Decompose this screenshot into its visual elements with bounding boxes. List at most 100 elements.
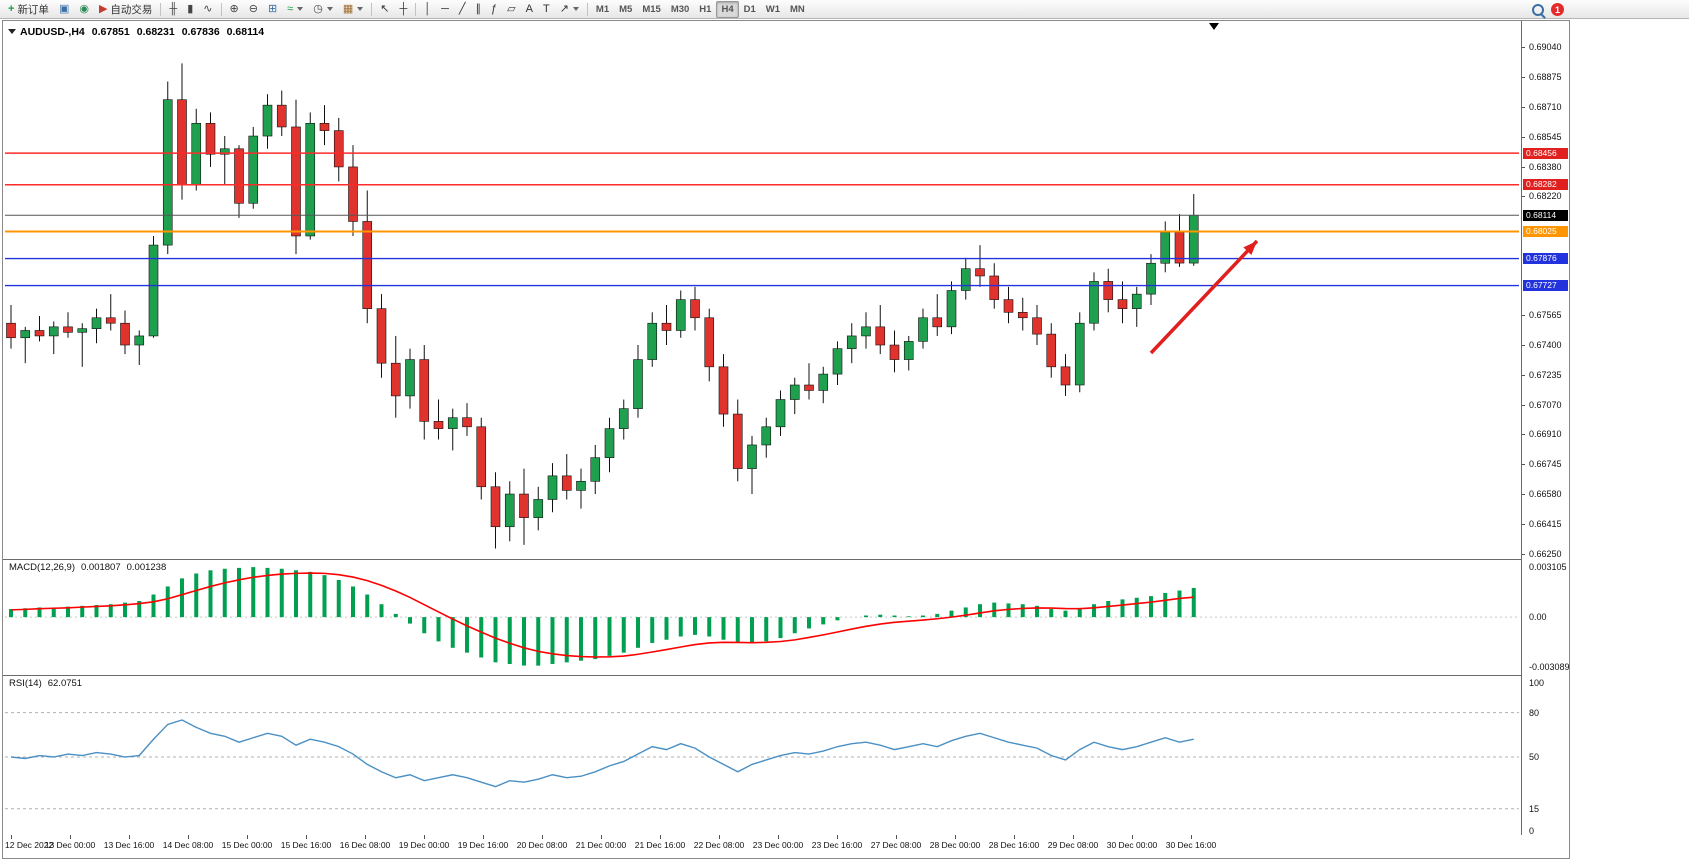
timeframe-m5-button[interactable]: M5 (614, 1, 637, 18)
timeframe-m15-button[interactable]: M15 (637, 1, 665, 18)
cursor-button[interactable]: ↖ (375, 1, 394, 18)
price-axis-label: 0.66910 (1529, 429, 1562, 440)
time-axis[interactable]: 12 Dec 2022 13 Dec 00:00 13 Dec 16:00 14 De… (3, 835, 1569, 857)
macd-indicator-label: MACD(12,26,9) 0.001807 0.001238 (9, 562, 166, 573)
profiles-icon: ◉ (79, 2, 89, 15)
price-axis-tick (1522, 315, 1525, 317)
time-axis-label: 19 Dec 16:00 (457, 840, 509, 850)
chart-canvas[interactable] (3, 21, 1569, 858)
rsi-line (10, 719, 1194, 788)
rsi-value: 62.0751 (47, 678, 83, 689)
templates-button[interactable]: ▦ (338, 1, 368, 18)
low-value: 0.67836 (181, 26, 220, 38)
timeframe-d1-button[interactable]: D1 (739, 1, 761, 18)
channel-icon: ∥ (475, 2, 482, 15)
autotrading-button[interactable]: ▶ 自动交易 (94, 1, 157, 18)
text-button[interactable]: A (521, 1, 538, 18)
bar-chart-mode-button[interactable]: ╫ (164, 1, 182, 18)
timeframe-m1-button[interactable]: M1 (591, 1, 614, 18)
charts-button[interactable]: ▣ (54, 1, 74, 18)
one-click-trading-toggle[interactable] (8, 29, 16, 34)
chevron-down-icon (326, 7, 333, 11)
price-axis-tick (1522, 464, 1525, 466)
shapes-button[interactable]: ▱ (502, 1, 520, 18)
time-axis-tick (896, 835, 897, 839)
arrows-button[interactable]: ↗ (555, 1, 584, 18)
time-axis-label: 28 Dec 16:00 (988, 840, 1040, 850)
trend-arrow[interactable] (1149, 239, 1259, 355)
price-axis-tick (1522, 554, 1525, 555)
indicators-button[interactable]: ≈ (282, 1, 308, 18)
time-axis-label: 20 Dec 08:00 (516, 840, 568, 850)
rsi-axis-label: 100 (1529, 678, 1545, 688)
periods-button[interactable]: ◷ (308, 1, 338, 18)
price-axis-label: 0.66250 (1529, 549, 1562, 559)
macd-main-value: 0.001807 (81, 562, 121, 573)
rsi-pane-divider[interactable] (3, 675, 1569, 676)
time-axis-tick (778, 835, 779, 839)
cursor-arrow-icon: ↖ (380, 2, 390, 15)
timeframe-w1-button[interactable]: W1 (761, 1, 785, 18)
profiles-button[interactable]: ◉ (74, 1, 94, 18)
zoom-in-button[interactable]: ⊕ (225, 1, 244, 18)
price-axis-tick (1522, 166, 1525, 168)
crosshair-button[interactable]: ┼ (394, 1, 412, 18)
horizontal-line-icon: ─ (441, 2, 449, 15)
timeframe-m30-button[interactable]: M30 (666, 1, 694, 18)
timeframe-h4-button[interactable]: H4 (716, 0, 739, 18)
zoom-out-button[interactable]: ⊖ (244, 1, 263, 18)
price-tag: 0.67727 (1523, 280, 1568, 292)
chevron-down-icon (357, 7, 364, 11)
tile-windows-button[interactable]: ⊞ (263, 1, 282, 18)
magnifier-icon[interactable] (1532, 3, 1544, 16)
timeframe-m15-button-label: M15 (642, 3, 661, 15)
price-axis-label: 0.67235 (1529, 370, 1562, 380)
line-chart-icon: ∿ (203, 2, 213, 15)
chart-shift-marker[interactable] (1209, 23, 1219, 30)
candlestick-mode-button[interactable]: ▮ (182, 1, 198, 18)
time-axis-label: 30 Dec 16:00 (1165, 840, 1217, 850)
macd-pane-divider[interactable] (3, 559, 1569, 560)
line-chart-mode-button[interactable]: ∿ (198, 1, 217, 18)
toolbar-items: + 新订单 ▣ ◉ ▶ 自动交易 ╫ ▮ ∿ ⊕ ⊖ ⊞ ≈ ◷ ▦ ↖ ┼ │ ─ ╱ ∥ ƒ ▱ A T ↗ M1 M5 M15 M3… (3, 0, 810, 18)
macd-axis-label: -0.003089 (1529, 662, 1570, 672)
price-axis-tick (1522, 106, 1525, 108)
rsi-axis-label: 0 (1529, 826, 1535, 836)
time-axis-label: 13 Dec 16:00 (103, 840, 155, 850)
time-axis-tick (660, 835, 661, 839)
text-label-icon: T (542, 2, 550, 15)
timeframe-mn-button[interactable]: MN (785, 1, 810, 18)
text-label-button[interactable]: T (538, 1, 555, 18)
horizontal-line-button[interactable]: ─ (436, 1, 454, 18)
time-axis-label: 13 Dec 00:00 (44, 840, 96, 850)
trendline-button[interactable]: ╱ (454, 1, 471, 18)
vertical-line-button[interactable]: │ (419, 1, 436, 18)
channel-button[interactable]: ∥ (471, 1, 487, 18)
notification-badge[interactable]: 1 (1551, 3, 1564, 16)
time-axis-tick (542, 835, 543, 839)
symbol-period-label: AUDUSD-,H4 (20, 26, 85, 38)
price-axis[interactable]: 0.69040 0.68875 0.68710 0.68545 0.68380 0.682… (1521, 21, 1570, 836)
price-tag: 0.68025 (1523, 225, 1568, 237)
new-order-button[interactable]: + 新订单 (3, 1, 54, 18)
time-axis-tick (70, 835, 71, 839)
price-tag: 0.68114 (1523, 209, 1568, 221)
candlestick-icon: ▮ (187, 2, 194, 15)
timeframe-h1-button[interactable]: H1 (694, 1, 716, 18)
autotrading-button-label: 自动交易 (110, 3, 153, 16)
time-axis-tick (1132, 835, 1133, 839)
price-axis-tick (1522, 136, 1525, 138)
time-axis-label: 23 Dec 00:00 (752, 840, 804, 850)
close-value: 0.68114 (226, 26, 265, 38)
time-axis-tick (129, 835, 130, 839)
rsi-axis-label: 15 (1529, 803, 1540, 814)
timeframe-h1-button-label: H1 (699, 3, 712, 15)
tile-windows-icon: ⊞ (267, 2, 278, 15)
time-axis-tick (1014, 835, 1015, 839)
time-axis-tick (424, 835, 425, 839)
price-axis-label: 0.68875 (1529, 71, 1562, 82)
toolbar-separator (586, 2, 588, 16)
macd-name: MACD(12,26,9) (9, 562, 75, 573)
fibonacci-button[interactable]: ƒ (486, 1, 502, 18)
